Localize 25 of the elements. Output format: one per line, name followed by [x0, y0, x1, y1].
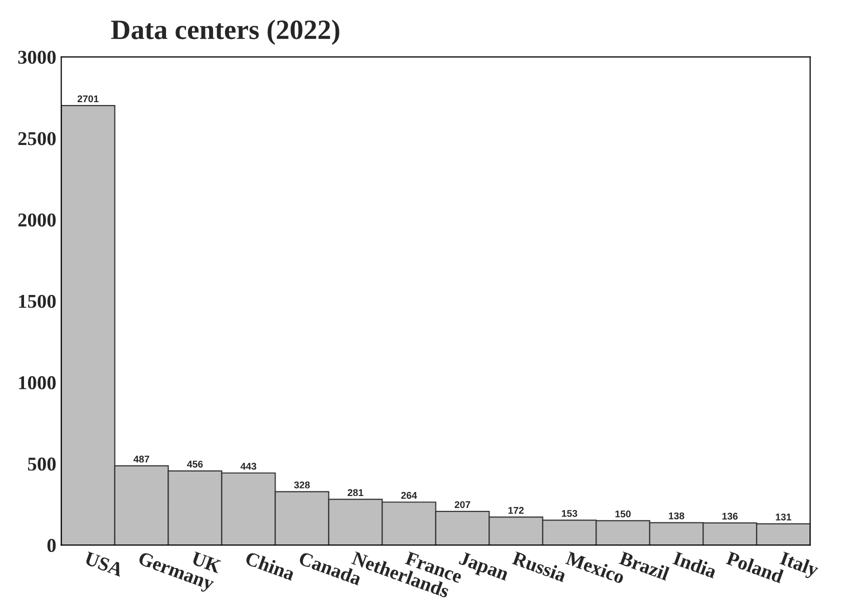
data-label: 131 [776, 514, 792, 520]
data-label: 150 [615, 510, 631, 518]
y-tick-label: 3000 [18, 50, 56, 64]
x-tick-label: India [672, 550, 718, 579]
data-label: 138 [668, 512, 684, 520]
data-label: 264 [401, 492, 418, 499]
data-label: 172 [508, 506, 524, 514]
data-label: 2701 [78, 95, 99, 102]
data-label: 281 [348, 489, 364, 496]
data-label: 136 [722, 512, 738, 520]
y-tick-label: 1000 [19, 376, 56, 390]
chart-title: Data centers (2022) [111, 20, 340, 45]
x-tick-label: China [244, 550, 296, 581]
data-label: 328 [294, 482, 310, 488]
y-tick-label: 500 [28, 458, 56, 471]
data-label: 153 [562, 510, 578, 517]
y-tick-label: 1500 [19, 294, 56, 308]
y-tick-label: 2500 [18, 132, 56, 146]
y-tick-label: 0 [47, 538, 56, 552]
data-label: 456 [187, 460, 203, 468]
data-label: 207 [454, 501, 470, 508]
x-tick-label: USA [84, 551, 124, 577]
y-tick-label: 2000 [18, 213, 56, 227]
data-label: 443 [240, 462, 256, 470]
data-label: 487 [134, 456, 150, 463]
